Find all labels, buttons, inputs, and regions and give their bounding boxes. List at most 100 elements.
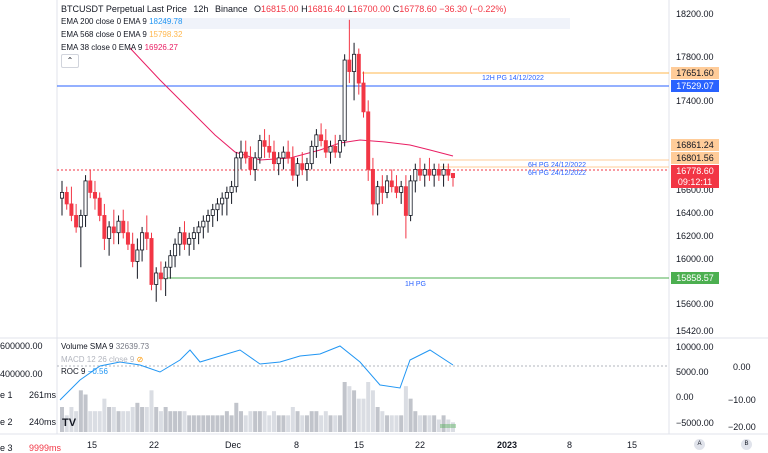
latency-label: e 2: [0, 417, 13, 427]
candle-body: [337, 140, 342, 153]
volume-bar: [451, 422, 455, 432]
candle-body: [163, 266, 168, 280]
candle-body: [83, 180, 88, 216]
high-value: 16816.40: [307, 4, 346, 14]
low-value: 16700.00: [352, 4, 391, 14]
volume-bar: [267, 415, 272, 432]
candle-body: [140, 232, 145, 251]
candle-body: [234, 157, 239, 188]
indicator-ema-568[interactable]: EMA 568 close 0 EMA 9 15798.32: [61, 29, 182, 40]
candle-body: [389, 180, 394, 188]
volume-bar: [427, 415, 432, 432]
volume-bar: [173, 411, 178, 432]
candle-body: [418, 168, 423, 176]
volume-bar: [210, 415, 215, 432]
candle-body: [286, 151, 291, 159]
price-tick: 16600.00: [676, 185, 714, 195]
interval[interactable]: 12h: [193, 4, 209, 14]
left-axis-tick: 400000.00: [0, 369, 43, 379]
candle-body: [370, 168, 375, 205]
roc-legend[interactable]: ROC 9 −0.56: [61, 367, 108, 377]
candle-body: [177, 232, 182, 245]
volume-bar: [446, 419, 451, 432]
candle-body: [97, 197, 102, 216]
price-marker: 16801.56: [671, 152, 719, 164]
volume-bar: [158, 411, 163, 432]
volume-bar: [168, 411, 173, 432]
volume-bar: [276, 415, 281, 432]
volume-bar: [323, 411, 328, 432]
candle-body: [314, 134, 319, 147]
price-tick: 16000.00: [676, 254, 714, 264]
indicator-label: EMA 38 close 0 EMA 9: [61, 43, 143, 52]
candle-body: [304, 163, 309, 170]
low-label: L: [347, 4, 353, 14]
volume-bar: [144, 407, 149, 432]
sub-axis-tick: −5000.00: [676, 418, 714, 428]
volume-bar: [130, 407, 135, 432]
eye-off-icon[interactable]: ⊘: [136, 355, 144, 364]
volume-bar: [309, 411, 314, 432]
volume-bar: [347, 386, 352, 432]
volume-bar: [163, 407, 168, 432]
price-marker: 17651.60: [671, 67, 719, 79]
candle-body: [436, 168, 441, 176]
candle-body: [173, 243, 178, 257]
volume-label: Volume SMA 9: [61, 342, 114, 351]
time-tick: 15: [627, 440, 638, 450]
volume-bar: [125, 411, 130, 432]
collapse-indicators-button[interactable]: ⌃: [61, 54, 79, 68]
far-axis-tick: −20.00: [728, 422, 756, 432]
volume-bar: [300, 415, 305, 432]
candle-body: [276, 157, 281, 165]
macd-legend[interactable]: MACD 12 26 close 9 ⊘: [61, 355, 143, 365]
candle-body: [187, 238, 192, 245]
volume-bar: [111, 407, 116, 432]
ema-38-line: [129, 47, 454, 161]
macd-label: MACD 12 26 close 9: [61, 355, 135, 364]
exchange: Binance: [214, 4, 248, 14]
volume-bar: [92, 411, 97, 432]
auto-scale-button[interactable]: A: [694, 439, 705, 450]
candle-body: [154, 272, 159, 285]
open-label: O: [254, 4, 262, 14]
candle-body: [290, 157, 295, 176]
candle-body: [366, 111, 371, 170]
roc-value: −0.56: [87, 367, 108, 376]
scale-button[interactable]: B: [741, 439, 752, 450]
candle-body: [432, 168, 437, 176]
symbol-name[interactable]: BTCUSDT Perpetual Last Price: [61, 4, 187, 14]
price-tick: 15600.00: [676, 299, 714, 309]
tradingview-logo[interactable]: TV: [62, 417, 77, 429]
candle-body: [111, 226, 116, 234]
volume-bar: [342, 382, 347, 432]
chevron-up-icon: ⌃: [66, 56, 74, 65]
time-tick: 15: [354, 440, 365, 450]
volume-bar: [328, 415, 333, 432]
volume-bar: [243, 415, 248, 432]
volume-legend[interactable]: Volume SMA 9 32639.73: [61, 342, 149, 352]
price-tick: 17400.00: [676, 96, 714, 106]
far-axis-tick: −10.00: [728, 395, 756, 405]
candle-body: [243, 151, 248, 159]
candle-body: [385, 180, 390, 193]
indicator-ema-200[interactable]: EMA 200 close 0 EMA 9 18249.78: [61, 16, 182, 27]
candle-body: [267, 145, 272, 153]
indicator-ema-38[interactable]: EMA 38 close 0 EMA 9 16926.27: [61, 42, 178, 53]
candle-body: [333, 145, 338, 153]
volume-bar: [352, 390, 357, 432]
candle-body: [158, 272, 163, 280]
volume-bar: [314, 411, 319, 432]
candle-body: [342, 59, 347, 142]
candle-body: [125, 232, 130, 245]
price-tick: 15420.00: [676, 326, 714, 336]
latency-stat: e 3 9999ms: [0, 443, 61, 453]
volume-bar: [88, 411, 93, 432]
volume-value: 32639.73: [115, 342, 150, 351]
candle-body: [107, 226, 112, 239]
time-tick: 2023: [497, 440, 518, 450]
volume-bar: [262, 411, 267, 432]
candle-body: [309, 145, 314, 165]
candle-body: [422, 168, 427, 176]
